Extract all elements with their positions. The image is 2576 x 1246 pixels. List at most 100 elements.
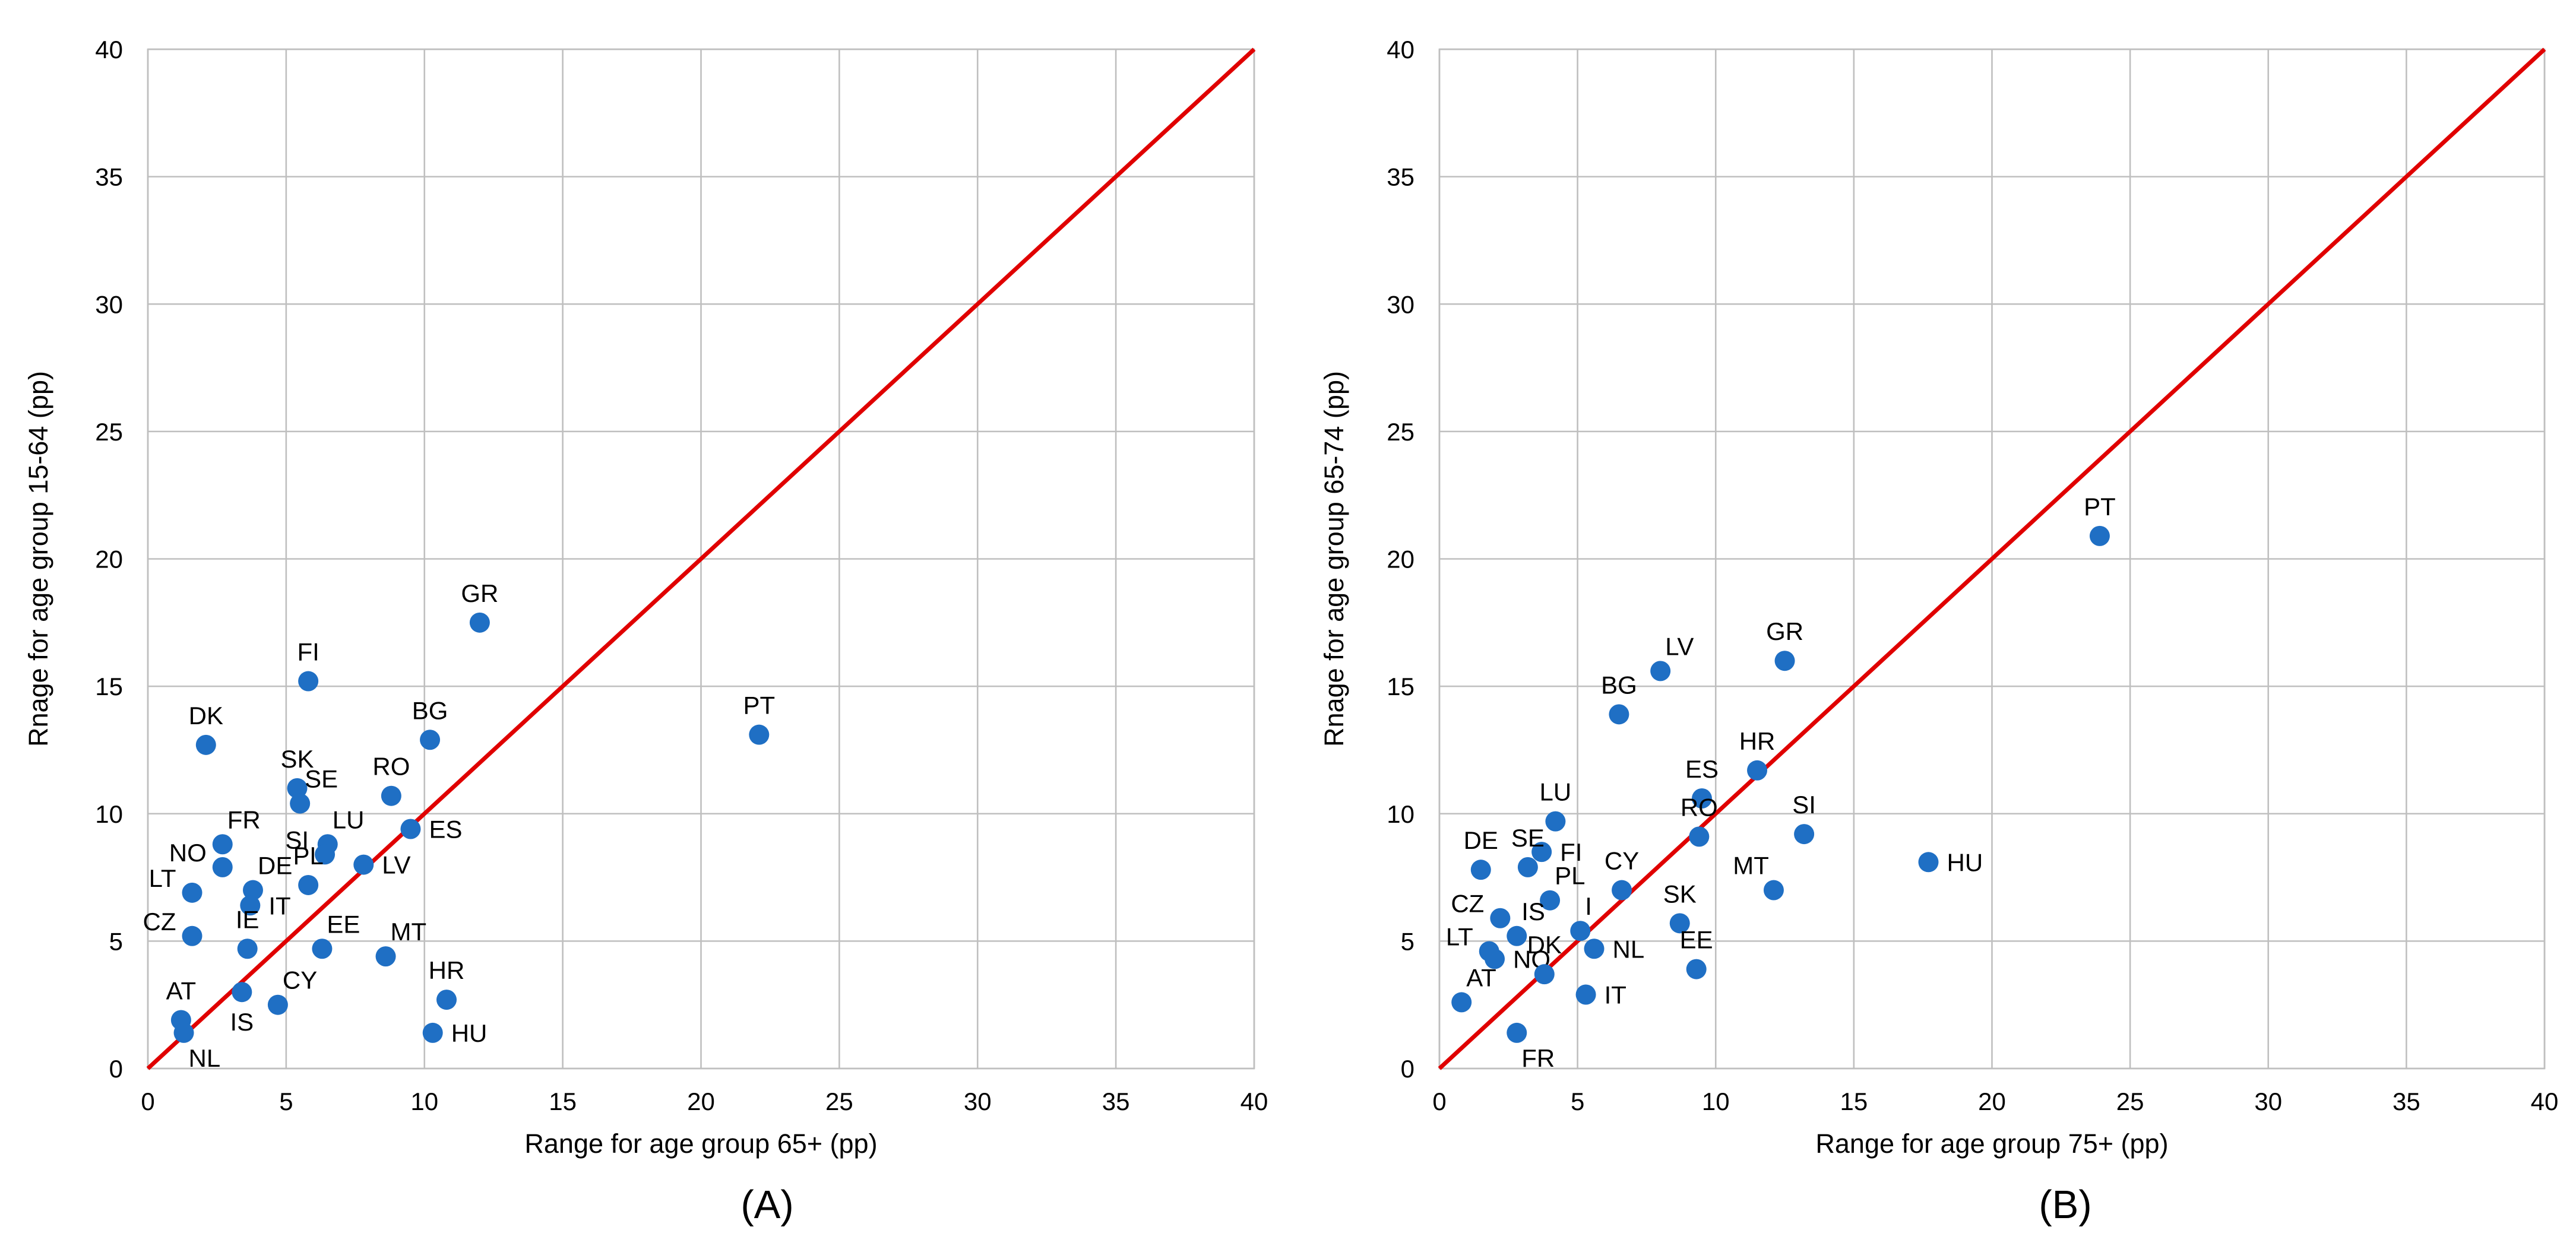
data-point-se	[1517, 857, 1538, 877]
point-label: SI	[285, 826, 309, 854]
x-tick-label: 35	[1102, 1088, 1130, 1115]
point-label: IE	[236, 905, 260, 933]
data-point-ee	[1686, 959, 1707, 979]
data-point-it	[1575, 984, 1596, 1005]
y-tick-label: 35	[95, 163, 123, 191]
x-tick-label: 25	[825, 1088, 853, 1115]
x-tick-label: 15	[549, 1088, 577, 1115]
point-label: FI	[1560, 838, 1582, 866]
x-tick-label: 35	[2393, 1088, 2420, 1115]
point-label: IS	[230, 1008, 254, 1036]
x-tick-label: 20	[1978, 1088, 2006, 1115]
point-label: IT	[1605, 981, 1626, 1009]
x-tick-label: 15	[1840, 1088, 1868, 1115]
y-tick-label: 30	[95, 290, 123, 318]
data-point-si	[1794, 824, 1815, 845]
data-point-mt	[1763, 880, 1784, 901]
x-tick-label: 20	[687, 1088, 715, 1115]
point-label: GR	[1766, 617, 1803, 645]
data-point-pt	[749, 724, 770, 745]
y-axis-title: Rnage for age group 65-74 (pp)	[1319, 371, 1349, 747]
data-point-de	[242, 880, 263, 901]
point-label: ES	[1685, 755, 1719, 783]
data-point-gr	[1774, 651, 1795, 671]
point-label: DK	[189, 702, 223, 730]
y-tick-label: 5	[1401, 927, 1414, 955]
data-point-ro	[1689, 826, 1710, 847]
data-point-hr	[1747, 760, 1768, 781]
x-tick-label: 0	[1432, 1088, 1446, 1115]
point-label: FR	[1521, 1044, 1555, 1072]
data-point-i	[1570, 921, 1591, 941]
data-point-bg	[1609, 704, 1629, 725]
y-tick-label: 30	[1387, 290, 1414, 318]
point-label: HR	[429, 956, 465, 984]
data-point-es	[400, 819, 421, 839]
x-tick-label: 25	[2116, 1088, 2144, 1115]
x-tick-label: 40	[1240, 1088, 1268, 1115]
point-label: PL	[1555, 862, 1585, 890]
y-tick-label: 15	[95, 673, 123, 700]
y-tick-label: 10	[95, 800, 123, 828]
x-tick-label: 5	[279, 1088, 293, 1115]
point-label: IS	[1521, 898, 1545, 925]
point-label: NO	[169, 839, 207, 867]
data-point-lv	[353, 854, 374, 875]
x-axis-title: Range for age group 65+ (pp)	[524, 1128, 877, 1159]
data-point-hr	[436, 990, 457, 1010]
point-label: CY	[1605, 847, 1639, 875]
data-point-dk	[195, 734, 216, 755]
data-point-ro	[381, 785, 401, 806]
point-label: DK	[1527, 931, 1562, 959]
point-label: SE	[305, 765, 338, 793]
point-label: AT	[1466, 963, 1496, 991]
data-point-dk	[1534, 964, 1555, 985]
point-label: DE	[1464, 826, 1498, 854]
data-point-lt	[182, 882, 202, 903]
data-point-bg	[420, 730, 441, 750]
reference-line	[146, 47, 1256, 1070]
point-label: LT	[1446, 923, 1473, 951]
y-tick-label: 10	[1387, 800, 1414, 828]
data-point-hu	[422, 1022, 443, 1043]
data-point-pt	[2089, 525, 2110, 546]
data-point-se	[290, 793, 311, 814]
data-point-mt	[375, 946, 396, 967]
x-tick-label: 0	[141, 1088, 154, 1115]
data-point-sk	[1669, 913, 1690, 934]
point-label: RO	[372, 753, 410, 781]
point-label: FR	[227, 806, 261, 833]
data-point-nl	[173, 1022, 194, 1043]
point-label: HR	[1739, 727, 1776, 755]
data-point-gr	[469, 612, 490, 633]
point-label: MT	[391, 918, 427, 946]
point-label: DE	[258, 852, 292, 880]
chart-panel-a: 0 5 10 15 20 25 30 35 40 0 5 10 15 20 25 30 35 40 GR FI DK BG…	[23, 36, 1268, 1227]
point-label: HU	[451, 1019, 488, 1047]
point-label: PL	[293, 842, 323, 870]
point-label: BG	[412, 696, 448, 724]
data-point-si	[315, 844, 336, 865]
y-tick-label: 40	[1387, 36, 1414, 64]
point-label: RO	[1681, 793, 1718, 821]
y-tick-label: 25	[1387, 418, 1414, 446]
data-point-lu	[1545, 811, 1566, 832]
point-label: LV	[382, 851, 410, 879]
point-label: CZ	[1451, 890, 1484, 918]
point-label: IT	[268, 892, 290, 920]
y-axis-title: Rnage for age group 15-64 (pp)	[23, 371, 53, 747]
point-label: GR	[461, 579, 498, 607]
x-tick-label: 30	[2254, 1088, 2282, 1115]
y-tick-label: 40	[95, 36, 123, 64]
data-point-de	[1470, 860, 1491, 880]
point-label: EE	[327, 910, 360, 938]
data-point-no	[1485, 949, 1505, 969]
chart-panel-b: 0 5 10 15 20 25 30 35 40 0 5 10 15 20 25 30 35 40 PT LV GR BG…	[1319, 36, 2558, 1227]
point-label: NL	[1613, 935, 1645, 963]
data-point-pl	[298, 874, 319, 895]
point-label: BG	[1601, 671, 1637, 699]
data-point-nl	[1584, 939, 1605, 959]
point-label: FI	[297, 638, 319, 666]
point-label: HU	[1947, 848, 1983, 876]
